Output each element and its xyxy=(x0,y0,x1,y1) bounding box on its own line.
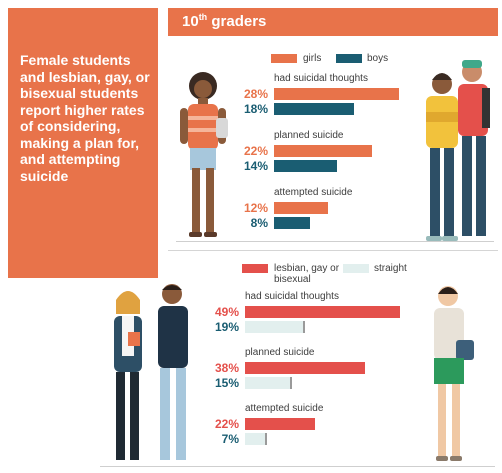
category-label: had suicidal thoughts xyxy=(274,73,368,84)
bar-straight xyxy=(245,377,292,389)
bar-straight xyxy=(245,433,267,445)
ground-line-top xyxy=(176,241,494,242)
value-label-boys: 18% xyxy=(243,102,268,116)
grade-title: 10th graders xyxy=(182,12,266,30)
category-label: attempted suicide xyxy=(245,403,324,414)
bar-lgb xyxy=(245,362,365,374)
value-label-straight: 19% xyxy=(214,320,239,334)
legend-label-straight: straight xyxy=(374,263,407,274)
section-divider xyxy=(168,250,498,251)
category-label: planned suicide xyxy=(245,347,315,358)
category-label: planned suicide xyxy=(274,130,344,141)
value-label-girls: 12% xyxy=(243,201,268,215)
bar-boys xyxy=(274,103,354,115)
bar-girls xyxy=(274,145,372,157)
couple-illustration xyxy=(114,284,188,460)
student-illustration xyxy=(434,286,474,461)
legend-label-boys: boys xyxy=(367,53,389,64)
category-label: attempted suicide xyxy=(274,187,353,198)
category-label: had suicidal thoughts xyxy=(245,291,339,302)
value-label-girls: 28% xyxy=(243,87,268,101)
grade-suffix: th xyxy=(198,12,208,22)
bar-boys xyxy=(274,160,337,172)
value-label-girls: 22% xyxy=(243,144,268,158)
left-panel: Female students and lesbian, gay, or bis… xyxy=(0,0,162,473)
value-label-lgb: 49% xyxy=(214,305,239,319)
grade-word: graders xyxy=(207,13,267,30)
value-label-lgb: 22% xyxy=(214,417,239,431)
girl-student-illustration xyxy=(180,72,228,237)
bar-boys xyxy=(274,217,310,229)
legend-swatch-straight xyxy=(343,264,369,273)
boys-pair-illustration xyxy=(426,60,490,241)
value-label-straight: 7% xyxy=(221,432,239,446)
bar-lgb xyxy=(245,418,315,430)
headline-text: Female students and lesbian, gay, or bis… xyxy=(20,52,150,184)
grade-header-bar xyxy=(168,8,498,36)
value-label-lgb: 38% xyxy=(214,361,239,375)
value-label-boys: 14% xyxy=(243,159,268,173)
legend-swatch-boys xyxy=(336,54,362,63)
bar-lgb xyxy=(245,306,400,318)
grade-number: 10 xyxy=(182,13,199,30)
legend-label-lgb: lesbian, gay or bisexual xyxy=(274,263,340,285)
ground-line-bottom xyxy=(100,466,495,467)
headline-block xyxy=(8,8,158,278)
value-label-straight: 15% xyxy=(214,376,239,390)
bar-straight xyxy=(245,321,305,333)
legend-swatch-lgb xyxy=(242,264,268,273)
legend-swatch-girls xyxy=(271,54,297,63)
value-label-boys: 8% xyxy=(250,216,268,230)
bar-girls xyxy=(274,88,399,100)
legend-label-girls: girls xyxy=(303,53,322,64)
bar-girls xyxy=(274,202,328,214)
